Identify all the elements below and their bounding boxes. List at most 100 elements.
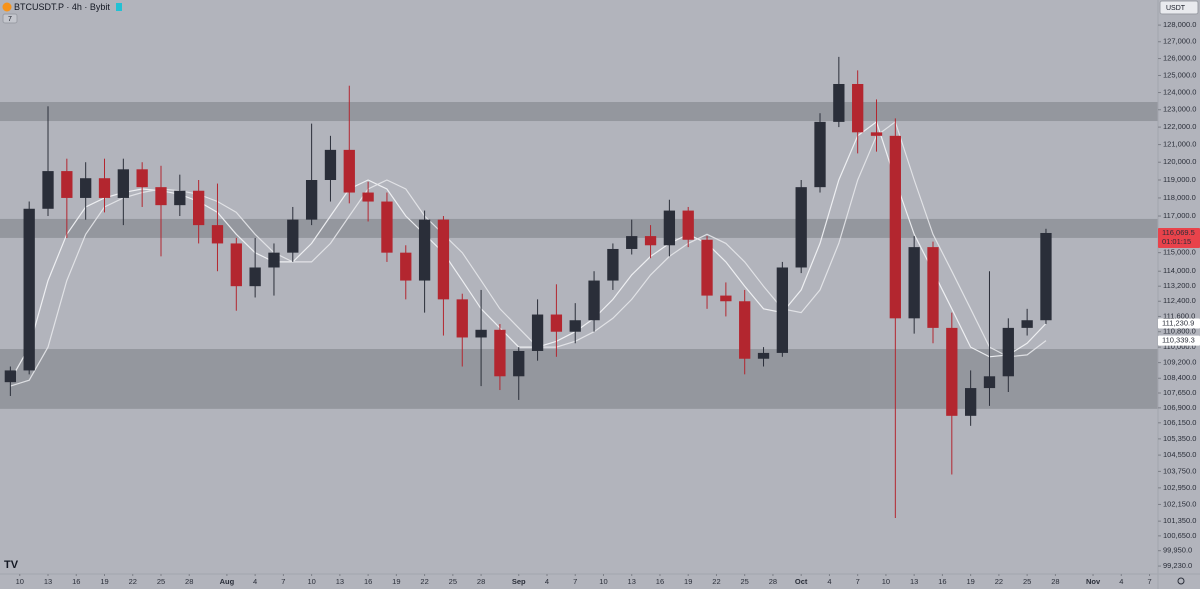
y-tick-label: 99,230.0 — [1163, 561, 1192, 570]
candle-body — [946, 327, 958, 416]
candle-body — [117, 169, 129, 198]
x-tick-label: 7 — [281, 577, 285, 586]
candle-body — [4, 370, 17, 383]
y-tick-label: 107,650.0 — [1163, 388, 1196, 397]
candle-body — [475, 329, 487, 338]
x-tick-label: 4 — [545, 577, 549, 586]
currency-button[interactable] — [1159, 0, 1199, 15]
y-tick-label: 126,000.0 — [1163, 54, 1196, 63]
price-label-box — [1158, 335, 1200, 346]
symbol-title: BTCUSDT.P · 4h · Bybit — [14, 2, 110, 12]
x-tick-label: 7 — [856, 577, 860, 586]
candle-body — [870, 132, 883, 136]
candle-body — [644, 236, 657, 246]
logo: TV — [4, 559, 19, 571]
x-tick-label: Nov — [1086, 577, 1101, 586]
x-tick-label: 4 — [253, 577, 257, 586]
candle-body — [927, 247, 939, 328]
x-tick-label: 28 — [1051, 577, 1059, 586]
candle-body — [343, 149, 355, 193]
candle-body — [569, 320, 581, 332]
candle-body — [61, 171, 73, 198]
candle-body — [136, 169, 148, 188]
y-tick-label: 102,150.0 — [1163, 499, 1196, 508]
y-tick-label: 100,650.0 — [1163, 531, 1196, 540]
x-tick-label: 7 — [1147, 577, 1151, 586]
y-tick-label: 99,950.0 — [1163, 546, 1192, 555]
x-tick-label: 28 — [477, 577, 485, 586]
candle-body — [418, 219, 431, 281]
y-tick-label: 105,350.0 — [1163, 434, 1196, 443]
y-tick-label: 118,000.0 — [1163, 193, 1196, 202]
x-tick-label: Oct — [795, 577, 808, 586]
candle-body — [23, 208, 35, 371]
x-tick-label: 13 — [44, 577, 52, 586]
x-tick-label: 10 — [882, 577, 890, 586]
price-label-box — [1158, 227, 1200, 248]
candle-body — [456, 299, 468, 338]
x-tick-label: 13 — [336, 577, 344, 586]
currency-label: USDT — [1166, 5, 1186, 12]
candle-body — [174, 190, 186, 206]
candle-body — [155, 187, 167, 206]
candle-body — [833, 83, 845, 122]
settings-icon[interactable] — [1177, 577, 1185, 585]
candle-body — [193, 190, 205, 226]
candle-body — [682, 210, 694, 240]
x-tick-label: 25 — [449, 577, 457, 586]
candle-body — [305, 180, 318, 220]
candle-body — [776, 267, 789, 353]
y-tick-label: 120,000.0 — [1163, 157, 1196, 166]
y-tick-label: 124,000.0 — [1163, 88, 1196, 97]
y-tick-label: 125,000.0 — [1163, 70, 1196, 79]
symbol-icon — [2, 2, 12, 12]
x-tick-label: 22 — [420, 577, 428, 586]
x-tick-label: 22 — [995, 577, 1003, 586]
y-tick-label: 117,000.0 — [1163, 211, 1196, 220]
price-label: 110,339.3 — [1162, 336, 1195, 345]
x-tick-label: 19 — [100, 577, 108, 586]
y-tick-label: 113,200.0 — [1163, 281, 1196, 290]
candle-body — [1040, 232, 1052, 321]
y-tick-label: 108,400.0 — [1163, 373, 1196, 382]
y-tick-label: 122,000.0 — [1163, 122, 1196, 131]
price-countdown: 01:01:15 — [1162, 237, 1191, 246]
x-tick-label: 28 — [769, 577, 777, 586]
candle-body — [626, 236, 638, 249]
y-tick-label: 115,000.0 — [1163, 248, 1196, 257]
x-tick-label: 4 — [827, 577, 831, 586]
y-tick-label: 121,000.0 — [1163, 140, 1196, 149]
x-tick-label: 22 — [712, 577, 720, 586]
candle-body — [889, 135, 901, 319]
y-tick-label: 101,350.0 — [1163, 516, 1196, 525]
candle-body — [513, 350, 525, 377]
y-tick-label: 114,000.0 — [1163, 266, 1196, 275]
plot — [4, 56, 1052, 519]
y-tick-label: 102,950.0 — [1163, 483, 1196, 492]
candle-body — [230, 243, 242, 287]
candle-body — [531, 314, 544, 351]
candle-body — [249, 267, 261, 287]
indicator-toggle[interactable] — [2, 13, 18, 24]
candle-body — [494, 329, 506, 377]
candle-body — [965, 388, 977, 416]
candle-body — [324, 149, 337, 181]
y-tick-label: 104,550.0 — [1163, 450, 1196, 459]
candle-body — [1002, 327, 1014, 377]
candle-body — [211, 225, 224, 244]
price-label: 111,230.9 — [1162, 318, 1194, 327]
x-tick-label: 25 — [157, 577, 165, 586]
candle-body — [268, 252, 280, 268]
y-tick-label: 119,000.0 — [1163, 175, 1196, 184]
candle-body — [757, 352, 770, 359]
candle-body — [908, 247, 920, 319]
x-tick-label: 16 — [938, 577, 946, 586]
candle-body — [381, 201, 393, 253]
x-tick-label: Sep — [512, 577, 526, 586]
x-tick-label: Aug — [220, 577, 235, 586]
y-tick-label: 123,000.0 — [1163, 105, 1196, 114]
header: BTCUSDT.P · 4h · Bybit 7 USDT — [2, 0, 1199, 24]
candle-body — [588, 280, 600, 321]
candle-body — [701, 239, 713, 296]
